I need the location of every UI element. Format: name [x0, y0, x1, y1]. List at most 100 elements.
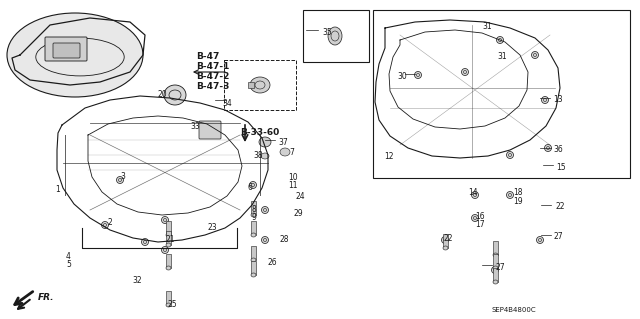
Ellipse shape — [251, 233, 256, 237]
Ellipse shape — [250, 182, 257, 189]
Text: 33: 33 — [190, 122, 200, 131]
Text: 37: 37 — [278, 138, 288, 147]
Ellipse shape — [536, 236, 543, 243]
Ellipse shape — [261, 153, 269, 159]
Text: 38: 38 — [253, 151, 262, 160]
Ellipse shape — [531, 51, 538, 58]
Text: 25: 25 — [168, 300, 178, 309]
Ellipse shape — [472, 214, 479, 221]
Text: B-33-60: B-33-60 — [240, 128, 279, 137]
FancyBboxPatch shape — [199, 121, 221, 139]
Text: 19: 19 — [513, 197, 523, 206]
Bar — [248, 82, 254, 88]
Text: 22: 22 — [444, 234, 454, 243]
Ellipse shape — [442, 236, 449, 243]
Ellipse shape — [166, 233, 171, 237]
Ellipse shape — [493, 266, 498, 270]
Ellipse shape — [251, 258, 256, 262]
Text: 31: 31 — [482, 22, 492, 31]
Text: 23: 23 — [207, 223, 216, 232]
Text: 34: 34 — [222, 99, 232, 108]
Ellipse shape — [541, 97, 548, 103]
Text: 4: 4 — [66, 252, 71, 261]
Text: 22: 22 — [556, 202, 566, 211]
Text: 20: 20 — [158, 90, 168, 99]
Text: 35: 35 — [322, 28, 332, 37]
Ellipse shape — [161, 217, 168, 224]
Ellipse shape — [250, 77, 270, 93]
Text: 13: 13 — [553, 95, 563, 104]
FancyBboxPatch shape — [53, 43, 80, 58]
Bar — [493, 268, 498, 282]
Text: 27: 27 — [554, 232, 564, 241]
Text: 5: 5 — [66, 260, 71, 269]
Bar — [166, 221, 171, 235]
Text: 2: 2 — [108, 218, 113, 227]
Text: 12: 12 — [384, 152, 394, 161]
Ellipse shape — [461, 69, 468, 76]
Ellipse shape — [259, 137, 271, 147]
Text: 21: 21 — [165, 235, 175, 244]
Text: SEP4B4800C: SEP4B4800C — [492, 307, 536, 313]
Text: 30: 30 — [397, 72, 407, 81]
Ellipse shape — [493, 253, 498, 257]
Text: B-47-2: B-47-2 — [196, 72, 229, 81]
Ellipse shape — [506, 191, 513, 198]
Text: 36: 36 — [553, 145, 563, 154]
Text: 28: 28 — [280, 235, 289, 244]
Ellipse shape — [415, 71, 422, 78]
Bar — [373, 10, 630, 178]
Ellipse shape — [102, 221, 109, 228]
Ellipse shape — [545, 145, 552, 152]
Ellipse shape — [166, 266, 171, 270]
Text: 27: 27 — [495, 263, 504, 272]
Ellipse shape — [472, 191, 479, 198]
Bar — [251, 221, 256, 235]
Ellipse shape — [262, 206, 269, 213]
Bar — [166, 254, 171, 268]
Text: 32: 32 — [132, 276, 141, 285]
Ellipse shape — [493, 280, 498, 284]
FancyBboxPatch shape — [45, 37, 87, 61]
Ellipse shape — [328, 27, 342, 45]
Ellipse shape — [492, 266, 499, 273]
Bar — [224, 60, 296, 110]
Text: 9: 9 — [251, 213, 256, 222]
Bar — [303, 10, 369, 62]
Ellipse shape — [443, 246, 448, 250]
Ellipse shape — [7, 13, 143, 97]
Ellipse shape — [497, 36, 504, 43]
Text: 18: 18 — [513, 188, 522, 197]
Text: 6: 6 — [247, 183, 252, 192]
Ellipse shape — [161, 247, 168, 254]
Text: 8: 8 — [251, 205, 256, 214]
Text: 3: 3 — [120, 172, 125, 181]
Ellipse shape — [506, 152, 513, 159]
Ellipse shape — [166, 243, 171, 247]
Bar — [493, 254, 498, 268]
Ellipse shape — [116, 176, 124, 183]
Text: 7: 7 — [289, 148, 294, 157]
Bar — [251, 246, 256, 260]
Bar — [166, 231, 171, 245]
Text: B-47: B-47 — [196, 52, 220, 61]
Text: 11: 11 — [288, 181, 298, 190]
Text: 24: 24 — [296, 192, 306, 201]
Ellipse shape — [262, 236, 269, 243]
Bar — [251, 201, 256, 215]
Text: FR.: FR. — [38, 293, 54, 302]
Text: 16: 16 — [475, 212, 484, 221]
Ellipse shape — [166, 303, 171, 307]
Bar — [251, 261, 256, 275]
Text: B-47-1: B-47-1 — [196, 62, 229, 71]
Ellipse shape — [251, 213, 256, 217]
Ellipse shape — [164, 85, 186, 105]
Bar — [166, 291, 171, 305]
Text: 26: 26 — [268, 258, 278, 267]
Text: 31: 31 — [497, 52, 507, 61]
Bar — [493, 241, 498, 255]
Bar — [443, 234, 448, 248]
Text: 29: 29 — [294, 209, 303, 218]
Text: 10: 10 — [288, 173, 298, 182]
Ellipse shape — [141, 239, 148, 246]
